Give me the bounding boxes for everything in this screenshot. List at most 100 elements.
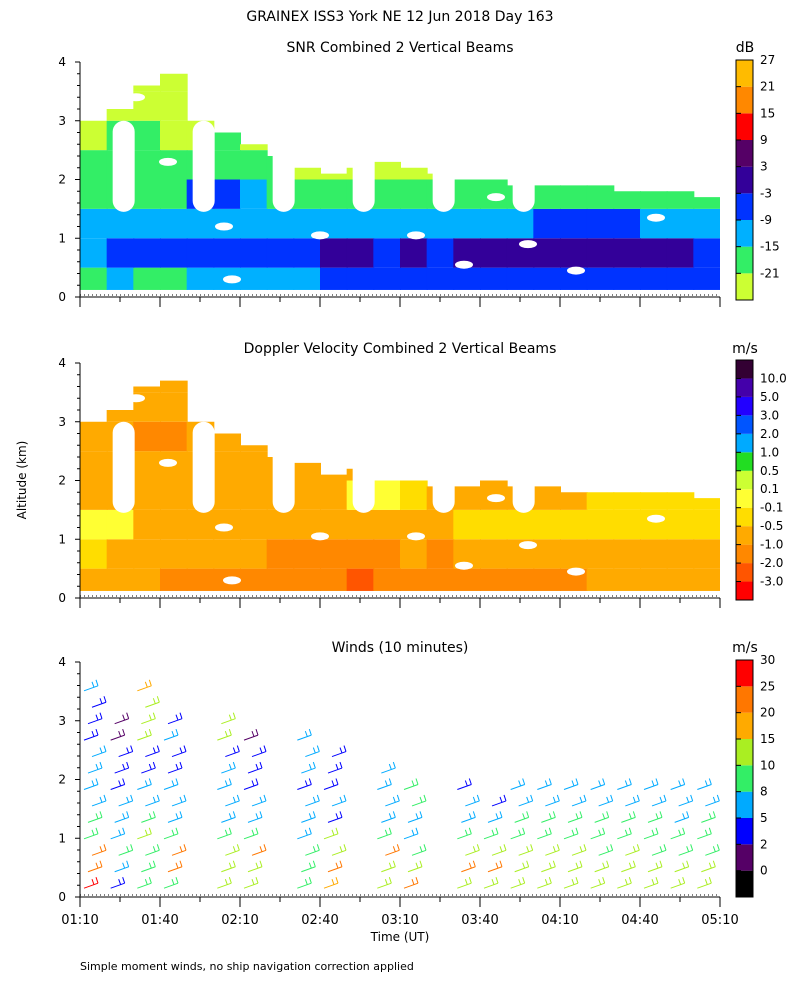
wind-barb: [617, 877, 632, 889]
field-cell: [186, 509, 215, 540]
field-cell: [293, 462, 321, 481]
wind-barb: [461, 811, 476, 823]
wind-barb: [247, 761, 263, 774]
wind-barb: [118, 794, 134, 807]
wind-barb: [251, 844, 267, 856]
field-cell: [160, 539, 188, 569]
field-cell: [373, 179, 401, 209]
wind-barb: [491, 844, 507, 856]
wind-barb: [377, 778, 392, 790]
wind-barb: [590, 877, 606, 889]
field-cell: [240, 238, 268, 268]
field-cell: [533, 486, 561, 510]
x-tick-labels: 01:10 01:40 02:10 02:40 03:10 03:40 04:10 04:40…: [61, 913, 738, 928]
wind-barb: [297, 778, 312, 790]
field-cell: [160, 480, 188, 510]
colorbar-swatch: [736, 415, 753, 434]
wind-barb: [563, 827, 579, 840]
field-cell: [160, 208, 188, 239]
field-cell: [613, 568, 641, 591]
field-cell: [240, 539, 268, 569]
wind-barb: [621, 860, 636, 873]
field-cell: [560, 539, 588, 569]
wind-barb: [518, 844, 534, 856]
wind-barb: [137, 728, 152, 741]
field-cell: [160, 91, 188, 121]
wind-barb: [251, 745, 267, 758]
field-cell: [400, 167, 428, 180]
colorbar-swatch: [736, 660, 753, 687]
wind-barb: [670, 877, 686, 889]
x-tick-label: 05:10: [701, 913, 738, 928]
data-gap: [112, 120, 135, 212]
wind-barb: [141, 712, 156, 725]
colorbar-swatch: [736, 140, 753, 167]
field-cell: [106, 208, 135, 239]
field-cell: [506, 208, 535, 239]
data-gap: [487, 193, 505, 202]
wind-barb: [83, 679, 99, 692]
wind-barb: [114, 712, 130, 725]
colorbar-label: 2: [760, 837, 768, 851]
wind-barb: [643, 778, 659, 790]
colorbar-swatch: [736, 166, 753, 194]
data-gap: [215, 523, 233, 532]
field-cell: [586, 492, 615, 510]
field-cell: [293, 480, 321, 510]
wind-barb: [705, 794, 720, 807]
wind-barb: [137, 679, 152, 692]
wind-barb: [221, 761, 236, 774]
field-cell: [480, 509, 508, 540]
field-cell: [613, 539, 641, 569]
field-cell: [373, 238, 401, 268]
wind-barb: [510, 877, 526, 889]
wind-barb: [243, 827, 259, 840]
field-cell: [453, 179, 481, 209]
field-cell: [80, 238, 108, 268]
field-cell: [506, 568, 535, 591]
wind-barb: [323, 827, 339, 840]
wind-barb: [145, 794, 160, 807]
colorbar-swatch: [736, 563, 753, 582]
field-cell: [240, 480, 268, 510]
wind-barb: [407, 811, 423, 823]
colorbar-label: 30: [760, 653, 775, 667]
wind-barb: [301, 811, 316, 823]
doppler-panel: Doppler Velocity Combined 2 Vertical Bea…: [58, 341, 787, 608]
wind-barb: [145, 844, 160, 856]
field-cell: [453, 568, 481, 591]
field-cell: [266, 509, 295, 540]
wind-barb: [403, 778, 419, 790]
field-cell: [133, 120, 161, 151]
field-cell: [133, 150, 161, 180]
wind-barb: [163, 728, 179, 741]
field-cell: [106, 568, 135, 591]
field-cell: [160, 120, 188, 151]
wind-barb: [327, 761, 343, 774]
x-tick-label: 02:40: [301, 913, 338, 928]
wind-barb: [83, 877, 99, 889]
field-cell: [133, 85, 161, 92]
wind-barb: [171, 745, 187, 758]
wind-barb: [110, 728, 126, 741]
wind-barb: [221, 712, 236, 725]
wind-barb: [491, 794, 507, 807]
field-cell: [426, 238, 455, 268]
field-cell: [240, 208, 268, 239]
wind-barb: [598, 794, 614, 807]
field-cell: [213, 132, 241, 151]
colorbar-label: -3.0: [760, 575, 783, 589]
x-tick-label: 03:40: [461, 913, 498, 928]
field-cell: [160, 568, 188, 591]
colorbar-label: 25: [760, 679, 775, 693]
wind-barb: [301, 860, 316, 873]
wind-barb: [171, 844, 187, 856]
field-cell: [320, 539, 348, 569]
field-cell: [213, 179, 241, 209]
field-cell: [666, 539, 695, 569]
wind-barb: [487, 860, 503, 873]
field-cell: [240, 150, 268, 180]
field-cell: [560, 238, 588, 268]
colorbar-swatch: [736, 396, 753, 416]
field-cell: [640, 539, 668, 569]
